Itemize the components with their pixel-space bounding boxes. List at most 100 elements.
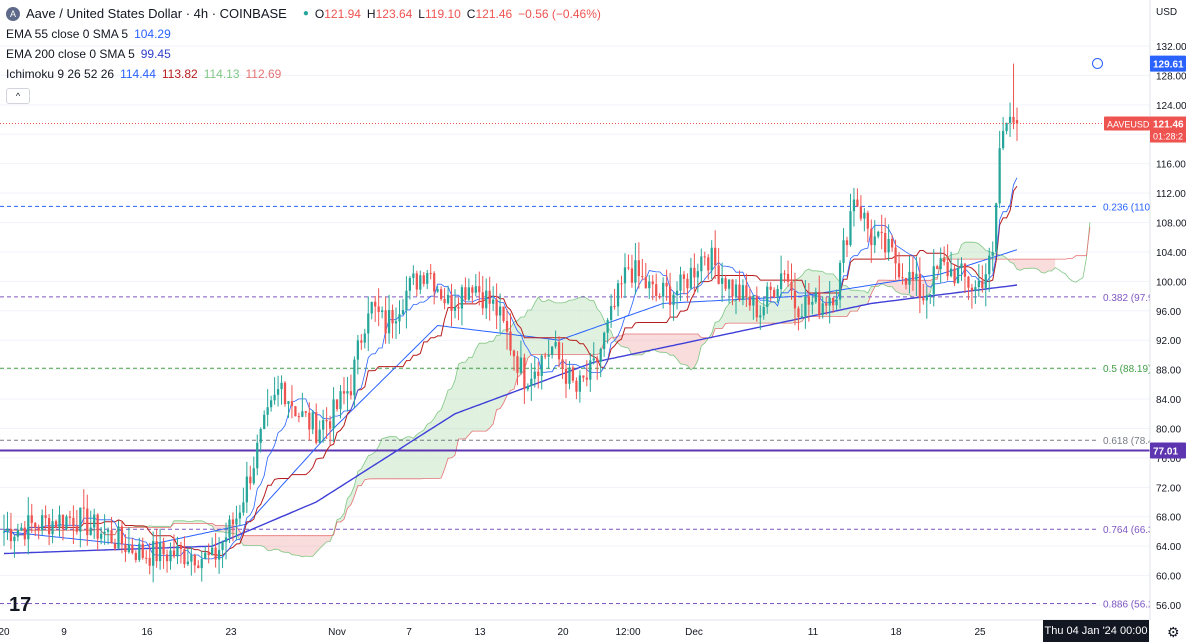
candle: [37, 524, 40, 540]
candle-body: [693, 267, 696, 278]
candle: [786, 260, 790, 287]
cloud-segment: [361, 462, 365, 486]
candle-body: [727, 279, 731, 289]
candle: [627, 254, 630, 271]
candle-body: [634, 260, 637, 283]
cloud-segment: [285, 535, 289, 553]
cloud-segment: [642, 333, 646, 355]
cloud-segment: [524, 310, 528, 370]
low-value: 119.10: [424, 7, 461, 21]
candle: [658, 293, 661, 300]
cloud-segment: [461, 362, 466, 439]
candle-body: [592, 358, 595, 361]
cloud-segment: [444, 389, 449, 469]
candle-body: [526, 385, 529, 390]
fib-level-label: 0.764 (66.3: [1103, 525, 1154, 536]
candle-body: [238, 512, 242, 519]
candle-body: [287, 401, 290, 405]
candle-body: [530, 378, 533, 386]
cloud-segment: [892, 280, 896, 292]
candle: [141, 537, 144, 560]
candle-body: [72, 517, 75, 527]
candle-body: [127, 544, 131, 553]
candle-body: [939, 258, 942, 270]
candle-body: [419, 275, 422, 290]
candle-body: [405, 290, 408, 311]
ema200-legend[interactable]: EMA 200 close 0 SMA 5 99.45: [6, 44, 607, 64]
fib-level-label: 0.886 (56.2: [1103, 600, 1154, 611]
candle: [717, 248, 720, 285]
candle-body: [800, 316, 804, 318]
candle: [471, 285, 474, 305]
candle-body: [786, 273, 790, 282]
ichimoku-legend[interactable]: Ichimoku 9 26 52 26 114.44 113.82 114.13…: [6, 64, 607, 84]
candle: [394, 307, 398, 339]
cloud-segment: [853, 290, 858, 312]
cloud-segment: [378, 438, 383, 479]
cloud-segment: [826, 273, 830, 317]
candle-body: [471, 287, 474, 293]
candle-body: [620, 283, 623, 285]
candle: [290, 385, 294, 419]
candle: [838, 260, 842, 309]
candle: [492, 286, 495, 312]
candle-body: [172, 550, 176, 557]
candle-body: [943, 258, 946, 263]
candle: [6, 511, 9, 541]
candle: [943, 246, 946, 266]
time-tick-label: 13: [474, 627, 486, 638]
cloud-segment: [732, 300, 736, 324]
gear-icon[interactable]: ⚙: [1167, 624, 1180, 640]
candle: [890, 234, 894, 252]
candle: [13, 535, 16, 558]
candle: [325, 407, 328, 439]
price-tick-label: 92.00: [1156, 336, 1181, 347]
candle-body: [325, 420, 328, 422]
price-tick-label: 128.00: [1156, 71, 1186, 82]
candle-body: [918, 273, 921, 299]
cloud-segment: [326, 535, 331, 542]
candle: [86, 494, 89, 546]
tradingview-logo-icon[interactable]: 17: [9, 594, 32, 616]
candle-body: [897, 263, 901, 278]
candle: [578, 370, 582, 403]
candle-body: [627, 267, 630, 269]
cloud-segment: [569, 299, 573, 355]
cloud-segment: [437, 409, 442, 479]
cloud-segment: [975, 242, 979, 260]
chevron-up-icon[interactable]: ^: [6, 87, 30, 104]
candle-body: [988, 255, 991, 275]
cloud-segment: [649, 333, 653, 352]
candle: [415, 270, 418, 297]
cloud-segment: [1006, 257, 1011, 263]
cloud-segment: [534, 297, 539, 355]
candle-body: [113, 543, 117, 549]
candle-body: [245, 476, 248, 503]
candle-body: [1001, 131, 1005, 149]
cloud-segment: [788, 283, 792, 324]
alert-circle-icon[interactable]: [1092, 58, 1103, 69]
candle-body: [190, 554, 193, 562]
symbol-title[interactable]: Aave / United States Dollar · 4h · COINB…: [26, 6, 287, 21]
candle-body: [391, 309, 394, 324]
candle-body: [516, 356, 519, 373]
candle: [738, 270, 741, 302]
candle-body: [335, 399, 339, 410]
candle-body: [256, 442, 259, 469]
candle: [936, 264, 939, 270]
candle-body: [655, 284, 658, 297]
cloud-segment: [590, 300, 594, 355]
currency-label[interactable]: USD: [1156, 7, 1178, 18]
candle: [720, 262, 724, 302]
cloud-segment: [257, 535, 261, 546]
ema55-legend[interactable]: EMA 55 close 0 SMA 5 104.29: [6, 24, 607, 44]
cloud-segment: [926, 280, 931, 297]
candle: [197, 560, 200, 569]
candle: [405, 276, 408, 329]
cloud-segment: [586, 298, 591, 355]
cloud-segment: [576, 297, 580, 355]
candle: [176, 536, 179, 565]
candle: [981, 265, 984, 293]
candle: [835, 289, 838, 310]
